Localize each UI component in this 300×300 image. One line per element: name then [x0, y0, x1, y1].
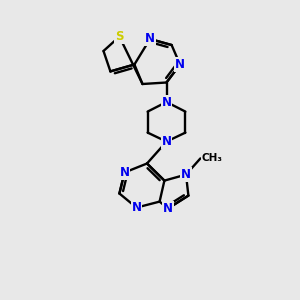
Text: N: N: [161, 135, 172, 148]
Text: N: N: [131, 201, 142, 214]
Text: S: S: [115, 30, 124, 43]
Text: N: N: [163, 202, 173, 215]
Text: N: N: [181, 168, 191, 181]
Text: N: N: [175, 58, 185, 71]
Text: N: N: [119, 166, 130, 179]
Text: N: N: [145, 32, 155, 46]
Text: CH₃: CH₃: [202, 153, 223, 164]
Text: N: N: [161, 95, 172, 109]
